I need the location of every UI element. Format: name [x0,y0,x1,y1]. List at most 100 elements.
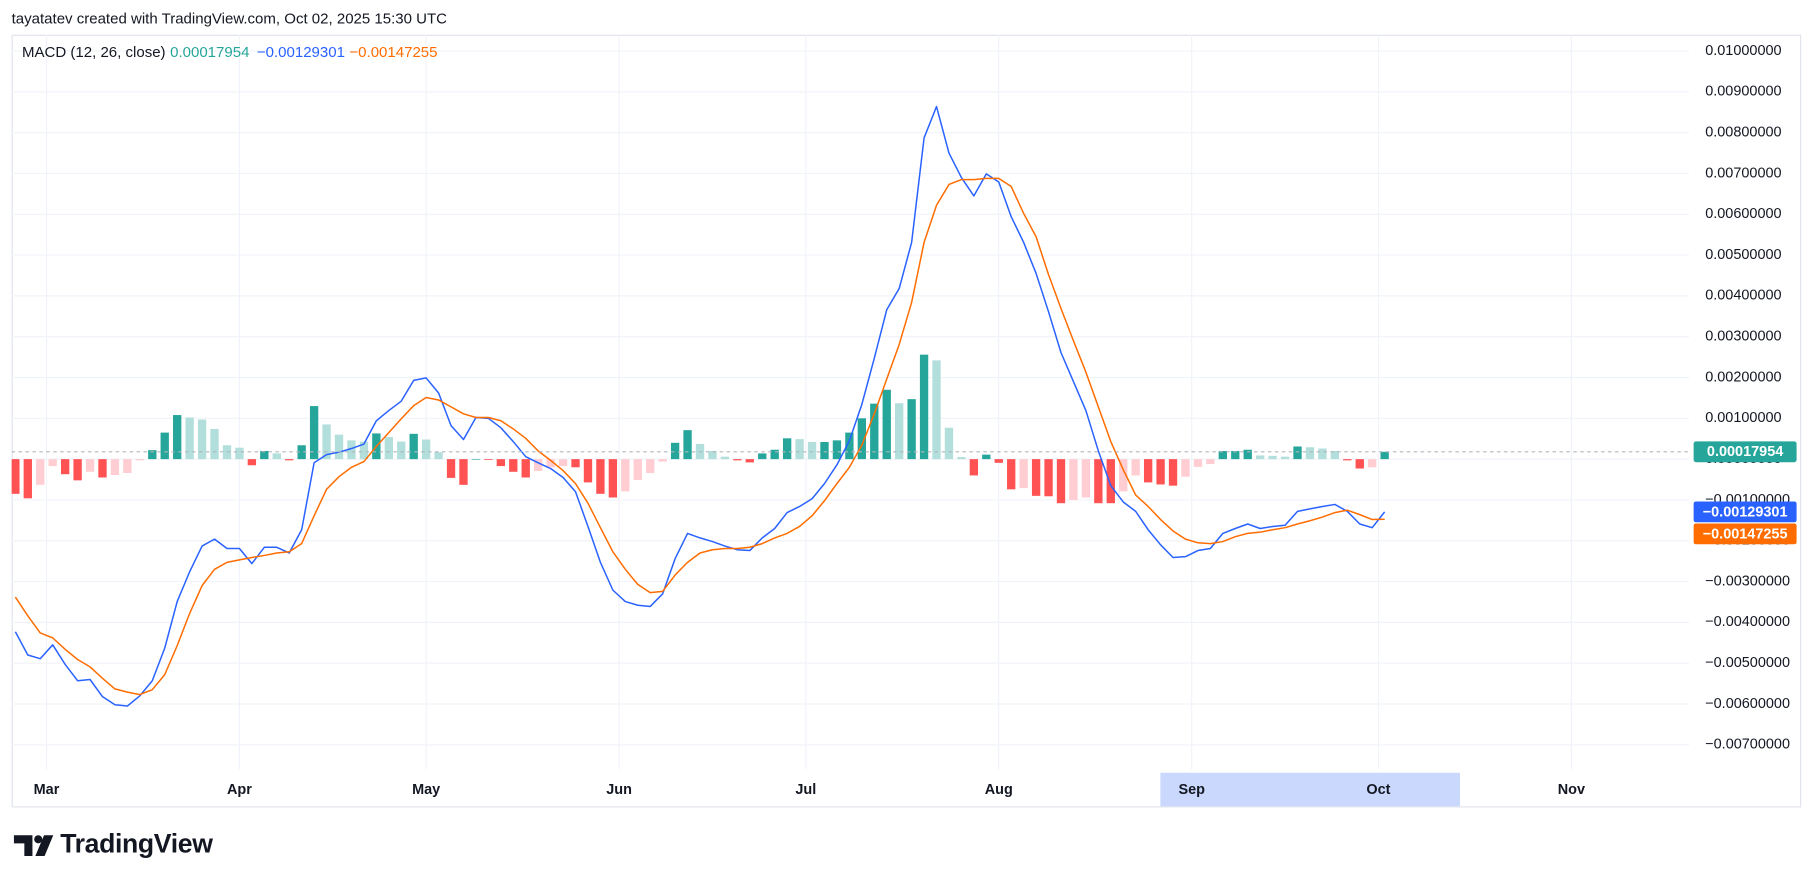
price-badge-label: −0.00129301 [1703,504,1788,520]
y-tick-label: 0.00800000 [1705,124,1781,140]
histogram-bar [745,459,754,463]
histogram-bar [845,432,854,460]
histogram-bar [1330,450,1340,460]
y-tick-label: 0.00600000 [1705,206,1781,222]
histogram-bar [1368,459,1377,468]
histogram-bar [994,459,1003,463]
histogram-bar [521,459,530,478]
x-tick-label: Nov [1558,782,1585,798]
histogram-bar [48,459,57,467]
histogram-bar [409,433,418,460]
price-badge [1693,501,1797,523]
histogram-bar [795,439,804,460]
y-tick-label: 0.00900000 [1705,84,1781,100]
histogram-bar [123,459,132,474]
y-tick-label: −0.00400000 [1705,614,1790,630]
histogram-bar [932,360,941,460]
histogram-bar [969,459,979,476]
histogram-bar [1156,459,1165,485]
y-tick-label: 0.00100000 [1705,410,1781,426]
histogram-bar [1218,450,1227,460]
histogram-bar [1280,456,1290,460]
histogram-bar [708,450,717,460]
x-tick-label: Jul [795,782,816,798]
histogram-bar [1243,449,1252,460]
histogram-bar [210,428,219,460]
logo-mark [34,835,43,844]
histogram-bar [272,453,281,460]
histogram-bar [658,459,667,462]
y-tick-label: −0.00600000 [1705,696,1790,712]
histogram-bar [770,449,779,460]
histogram-bar [621,459,630,492]
histogram-bar [36,459,45,485]
histogram-bar [758,453,767,460]
histogram-bar [247,459,257,466]
histogram-bar [870,403,879,460]
histogram-bar [197,419,207,460]
histogram-bar [1181,459,1190,477]
histogram-bar [633,459,642,480]
histogram-bar [670,442,680,460]
price-badge-label: 0.00017954 [1707,444,1783,460]
histogram-bar [807,441,817,460]
logo-mark [13,835,33,857]
histogram-bar [1044,459,1053,497]
histogram-bar [596,459,605,494]
histogram-bar [534,459,543,471]
histogram-bar [185,417,194,460]
histogram-bar [148,450,157,460]
y-tick-label: −0.00500000 [1705,655,1790,671]
brand-name: TradingView [60,829,213,859]
histogram-bar [359,441,369,460]
y-tick-label: −0.00300000 [1705,573,1790,589]
price-badge [1693,523,1797,545]
y-tick-label: 0.00400000 [1705,288,1781,304]
histogram-bar [720,456,730,460]
legend-value: −0.00129301 [257,44,345,61]
histogram-bar [446,459,456,478]
logo-mark [35,835,54,857]
x-tick-label: Aug [985,782,1013,798]
histogram-bar [733,459,742,461]
histogram-bar [496,459,505,467]
histogram-bar [160,432,169,460]
histogram-bar [309,406,319,460]
histogram-bar [982,454,991,460]
histogram-bar [285,459,294,461]
legend-value: −0.00147255 [349,44,437,61]
header-text: tayatatev created with TradingView.com, … [12,11,448,28]
x-tick-label: Jun [606,782,632,798]
histogram-bar [1056,459,1066,504]
histogram-bar [646,459,655,474]
histogram-bar [683,430,692,460]
histogram-bar [820,441,829,460]
plot-area [11,105,1690,707]
histogram-bar [85,459,95,472]
histogram-bar [1168,459,1178,486]
histogram-bar [1268,455,1277,460]
price-badges: 0.00017954 −0.00129301 −0.00147255 [1693,441,1797,545]
histogram-bar [546,459,555,468]
histogram-bar [397,441,406,460]
histogram-bar [1106,459,1115,504]
histogram-bar [322,424,331,460]
histogram-bar [882,389,891,460]
indicator-title: MACD (12, 26, close) [22,44,166,61]
histogram-bar [1293,446,1302,460]
legend: MACD (12, 26, close) 0.00017954 −0.00129… [22,44,437,61]
price-badge [1693,441,1797,463]
histogram-bar [11,459,20,494]
histogram-bar [1131,459,1140,476]
y-tick-label: 0.00700000 [1705,165,1781,181]
price-badge-label: −0.00147255 [1703,526,1788,542]
x-tick-label: Sep [1178,782,1205,798]
histogram-bar [1007,459,1016,490]
x-tick-label: Apr [227,782,252,798]
histogram-bar [832,440,842,460]
histogram-bar [608,459,618,498]
histogram-bar [297,445,306,460]
